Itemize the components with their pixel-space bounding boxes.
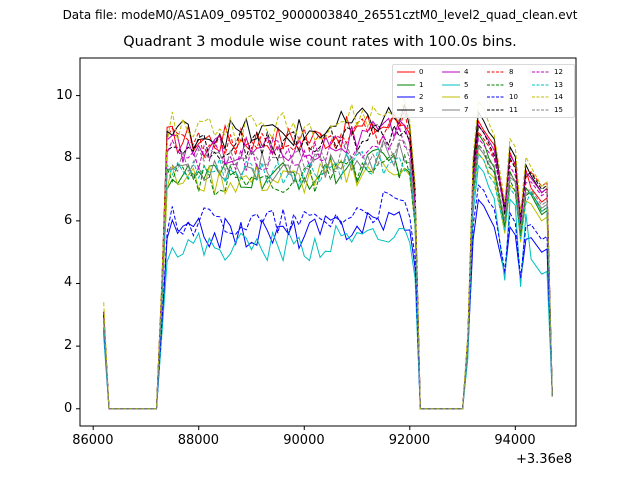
- legend-swatch: [397, 84, 415, 85]
- series-line-15: [103, 139, 553, 410]
- legend-label: 5: [464, 80, 469, 89]
- legend-swatch: [532, 109, 550, 110]
- series-line-4: [103, 117, 553, 410]
- legend-swatch: [442, 96, 460, 98]
- chart-title: Quadrant 3 module wise count rates with …: [123, 34, 517, 50]
- legend-label: 7: [464, 105, 469, 114]
- legend-item-14: 14: [532, 91, 563, 103]
- legend-swatch: [442, 71, 460, 73]
- series-line-3: [103, 104, 553, 410]
- legend-item-5: 5: [442, 79, 468, 91]
- x-tick-label: 90000: [283, 433, 325, 448]
- series-line-11: [103, 123, 553, 410]
- series-line-13: [103, 147, 553, 410]
- legend-item-15: 15: [532, 104, 563, 116]
- legend-swatch: [397, 96, 415, 98]
- legend-item-11: 11: [487, 104, 518, 116]
- y-tick-label: 8: [64, 150, 73, 166]
- data-file-label: Data file: modeM0/AS1A09_095T02_90000038…: [62, 8, 578, 22]
- legend-label: 2: [419, 93, 424, 101]
- x-tick-label: 92000: [388, 433, 431, 448]
- legend-label: 15: [554, 105, 563, 114]
- y-tick-label: 4: [64, 275, 73, 291]
- legend-swatch: [532, 96, 550, 98]
- series-line-12: [103, 124, 553, 410]
- legend-item-9: 9: [487, 79, 513, 91]
- legend-item-12: 12: [532, 66, 563, 78]
- legend-label: 0: [419, 68, 424, 76]
- x-offset-label: +3.36e8: [516, 452, 573, 467]
- legend-swatch: [487, 109, 505, 110]
- axis-ticks: [76, 95, 516, 430]
- legend-swatch: [487, 71, 505, 73]
- plot-area-frame: [79, 57, 577, 427]
- legend-swatch: [442, 109, 460, 110]
- legend-label: 12: [554, 68, 563, 76]
- legend-label: 8: [509, 68, 514, 76]
- series-line-6: [103, 152, 553, 410]
- legend-label: 13: [554, 80, 563, 89]
- legend-item-2: 2: [397, 91, 423, 103]
- x-tick-label: 94000: [494, 433, 536, 448]
- y-tick-label: 0: [64, 400, 73, 416]
- legend-label: 11: [509, 105, 518, 114]
- legend: 0 1 2 3 4 5 6 7 8 9 10 11 12 13 14 15: [392, 64, 575, 118]
- series-line-14: [103, 98, 553, 410]
- legend-swatch: [487, 96, 505, 98]
- legend-label: 10: [509, 93, 518, 101]
- legend-swatch: [487, 84, 505, 85]
- legend-swatch: [442, 84, 460, 85]
- legend-label: 4: [464, 68, 469, 76]
- series-lines: [103, 98, 553, 410]
- y-tick-label: 10: [56, 87, 73, 103]
- series-line-9: [103, 143, 553, 410]
- series-line-7: [103, 138, 553, 410]
- legend-item-8: 8: [487, 66, 513, 78]
- legend-item-7: 7: [442, 104, 468, 116]
- x-tick-label: 86000: [72, 433, 114, 448]
- legend-label: 14: [554, 93, 563, 101]
- legend-swatch: [397, 71, 415, 73]
- legend-swatch: [397, 109, 415, 110]
- series-line-10: [103, 184, 553, 410]
- legend-item-4: 4: [442, 66, 468, 78]
- y-tick-label: 6: [64, 212, 73, 228]
- series-line-8: [103, 111, 553, 410]
- y-tick-label: 2: [64, 338, 73, 354]
- series-line-0: [103, 113, 553, 410]
- legend-item-3: 3: [397, 104, 423, 116]
- legend-item-1: 1: [397, 79, 423, 91]
- series-line-2: [103, 198, 553, 410]
- legend-label: 6: [464, 93, 469, 101]
- legend-label: 3: [419, 105, 424, 114]
- series-line-5: [103, 164, 553, 410]
- legend-item-10: 10: [487, 91, 518, 103]
- legend-swatch: [532, 71, 550, 73]
- legend-item-6: 6: [442, 91, 468, 103]
- legend-item-0: 0: [397, 66, 423, 78]
- legend-swatch: [532, 84, 550, 85]
- legend-item-13: 13: [532, 79, 563, 91]
- legend-label: 9: [509, 80, 514, 89]
- legend-label: 1: [419, 80, 424, 89]
- x-tick-label: 88000: [177, 433, 220, 448]
